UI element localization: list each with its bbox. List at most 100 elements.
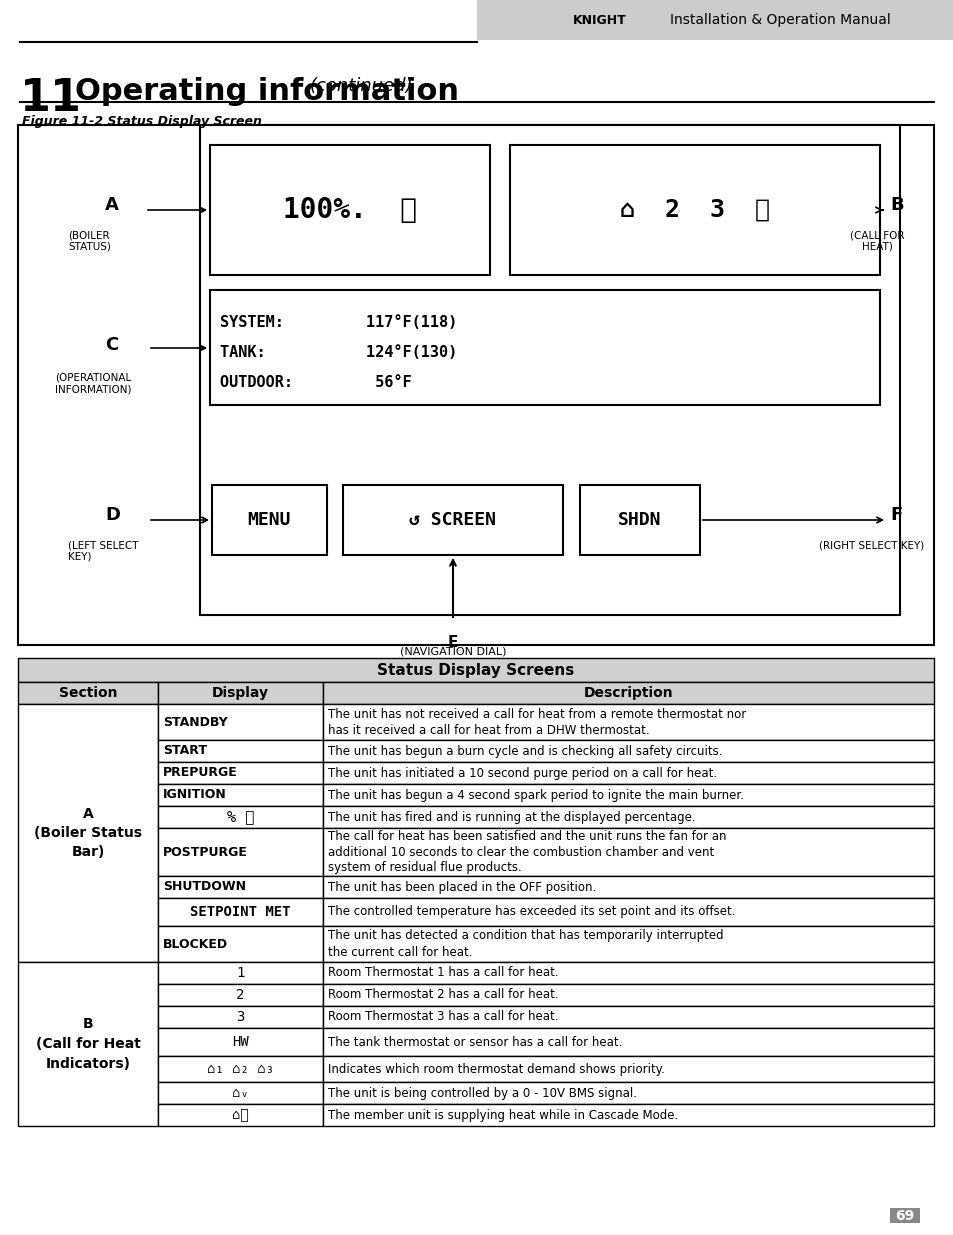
Text: ⌂꜀: ⌂꜀ — [232, 1108, 249, 1123]
Text: C: C — [105, 336, 118, 354]
Text: Section: Section — [59, 685, 117, 700]
Text: The controlled temperature has exceeded its set point and its offset.: The controlled temperature has exceeded … — [328, 905, 735, 919]
Text: ⌂  2  3  🚿: ⌂ 2 3 🚿 — [619, 198, 769, 222]
Text: (NAVIGATION DIAL): (NAVIGATION DIAL) — [399, 647, 506, 657]
Bar — [323, 704, 933, 740]
Text: Operating information: Operating information — [75, 77, 458, 106]
Text: A: A — [105, 196, 119, 214]
Bar — [158, 898, 323, 926]
Text: 3: 3 — [236, 1010, 244, 1024]
Text: The unit has initiated a 10 second purge period on a call for heat.: The unit has initiated a 10 second purge… — [328, 767, 717, 779]
Text: Installation & Operation Manual: Installation & Operation Manual — [669, 14, 889, 27]
Text: The unit has detected a condition that has temporarily interrupted
the current c: The unit has detected a condition that h… — [328, 930, 723, 958]
Text: START: START — [163, 745, 207, 757]
Text: 11: 11 — [20, 77, 82, 120]
Bar — [323, 876, 933, 898]
Text: SETPOINT MET: SETPOINT MET — [190, 905, 291, 919]
Text: Display: Display — [212, 685, 269, 700]
Bar — [212, 485, 327, 555]
Text: Room Thermostat 2 has a call for heat.: Room Thermostat 2 has a call for heat. — [328, 988, 558, 1002]
Text: The unit has begun a burn cycle and is checking all safety circuits.: The unit has begun a burn cycle and is c… — [328, 745, 721, 757]
Text: (OPERATIONAL
INFORMATION): (OPERATIONAL INFORMATION) — [55, 373, 132, 395]
Bar — [323, 962, 933, 984]
Bar — [18, 704, 158, 962]
Text: MENU: MENU — [247, 511, 291, 529]
Text: The unit has fired and is running at the displayed percentage.: The unit has fired and is running at the… — [328, 810, 695, 824]
Text: (BOILER
STATUS): (BOILER STATUS) — [68, 230, 111, 252]
Text: The member unit is supplying heat while in Cascade Mode.: The member unit is supplying heat while … — [328, 1109, 678, 1121]
Text: OUTDOOR:         56°F: OUTDOOR: 56°F — [220, 375, 411, 390]
Bar — [18, 125, 933, 645]
Text: (CALL FOR
HEAT): (CALL FOR HEAT) — [849, 230, 903, 252]
Bar — [323, 784, 933, 806]
Text: SHUTDOWN: SHUTDOWN — [163, 881, 246, 893]
Bar — [323, 827, 933, 876]
Bar — [323, 1104, 933, 1126]
Text: The unit has not received a call for heat from a remote thermostat nor
has it re: The unit has not received a call for hea… — [328, 708, 745, 736]
Bar — [323, 926, 933, 962]
Bar — [210, 144, 490, 275]
Bar — [158, 704, 323, 740]
Text: TANK:           124°F(130): TANK: 124°F(130) — [220, 345, 456, 359]
Text: ⌂ᵥ: ⌂ᵥ — [232, 1086, 249, 1100]
Bar — [158, 926, 323, 962]
Text: HW: HW — [232, 1035, 249, 1049]
Bar — [323, 806, 933, 827]
Bar — [476, 0, 953, 40]
Bar — [18, 658, 933, 682]
Bar — [158, 962, 323, 984]
Text: B
(Call for Heat
Indicators): B (Call for Heat Indicators) — [35, 1018, 140, 1071]
Bar — [323, 1028, 933, 1056]
Text: BLOCKED: BLOCKED — [163, 937, 228, 951]
Text: The unit has been placed in the OFF position.: The unit has been placed in the OFF posi… — [328, 881, 596, 893]
Bar — [343, 485, 562, 555]
Bar — [158, 784, 323, 806]
Bar — [158, 740, 323, 762]
Text: A
(Boiler Status
Bar): A (Boiler Status Bar) — [34, 806, 142, 860]
Bar — [158, 1028, 323, 1056]
Bar — [323, 1056, 933, 1082]
Text: ⌂₁ ⌂₂ ⌂₃: ⌂₁ ⌂₂ ⌂₃ — [207, 1062, 274, 1076]
Text: ↺ SCREEN: ↺ SCREEN — [409, 511, 496, 529]
Text: The unit has begun a 4 second spark period to ignite the main burner.: The unit has begun a 4 second spark peri… — [328, 788, 743, 802]
Text: STANDBY: STANDBY — [163, 715, 228, 729]
Text: 2: 2 — [236, 988, 244, 1002]
Bar — [323, 898, 933, 926]
Bar — [323, 740, 933, 762]
Text: (continued): (continued) — [310, 77, 413, 95]
Text: % 🔥: % 🔥 — [227, 809, 253, 825]
Text: F: F — [889, 506, 902, 524]
Text: SYSTEM:         117°F(118): SYSTEM: 117°F(118) — [220, 315, 456, 330]
Text: 1: 1 — [236, 966, 244, 981]
Bar — [200, 125, 899, 615]
Text: The call for heat has been satisfied and the unit runs the fan for an
additional: The call for heat has been satisfied and… — [328, 830, 726, 874]
Text: Description: Description — [583, 685, 673, 700]
Text: IGNITION: IGNITION — [163, 788, 227, 802]
Bar — [158, 1104, 323, 1126]
Bar — [323, 762, 933, 784]
Text: (LEFT SELECT
KEY): (LEFT SELECT KEY) — [68, 540, 138, 562]
Text: Figure 11-2 Status Display Screen: Figure 11-2 Status Display Screen — [22, 115, 262, 128]
Bar — [579, 485, 700, 555]
Bar — [158, 806, 323, 827]
Text: Status Display Screens: Status Display Screens — [377, 662, 574, 678]
Text: Room Thermostat 1 has a call for heat.: Room Thermostat 1 has a call for heat. — [328, 967, 558, 979]
Bar — [158, 827, 323, 876]
Bar — [158, 984, 323, 1007]
Bar — [158, 682, 323, 704]
Bar — [889, 1208, 919, 1223]
Bar — [158, 1056, 323, 1082]
Text: E: E — [447, 635, 457, 650]
Text: D: D — [105, 506, 120, 524]
Bar — [510, 144, 879, 275]
Bar — [323, 1007, 933, 1028]
Text: PREPURGE: PREPURGE — [163, 767, 237, 779]
Bar — [158, 1007, 323, 1028]
Bar — [210, 290, 879, 405]
Text: Indicates which room thermostat demand shows priority.: Indicates which room thermostat demand s… — [328, 1062, 664, 1076]
Text: KNIGHT: KNIGHT — [573, 14, 626, 26]
Bar — [323, 682, 933, 704]
Text: SHDN: SHDN — [618, 511, 661, 529]
Text: 100%.  🔥: 100%. 🔥 — [283, 196, 416, 224]
Bar — [18, 682, 158, 704]
